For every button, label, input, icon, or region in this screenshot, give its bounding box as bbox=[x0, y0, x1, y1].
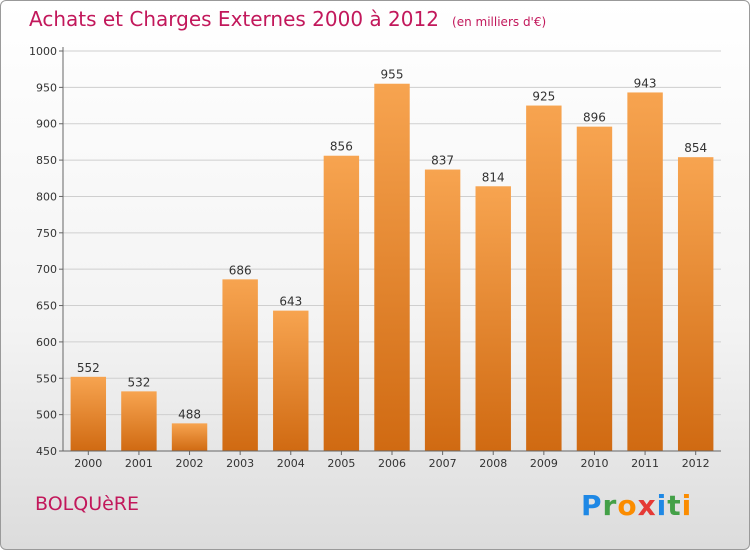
x-tick-label: 2005 bbox=[327, 457, 355, 470]
data-label: 896 bbox=[583, 111, 606, 125]
x-tick-label: 2007 bbox=[429, 457, 457, 470]
logo-letter: t bbox=[667, 489, 682, 522]
x-tick-label: 2008 bbox=[479, 457, 507, 470]
bar bbox=[171, 423, 208, 451]
y-tick-label: 1000 bbox=[29, 45, 57, 58]
logo-letter: i bbox=[656, 489, 668, 522]
logo-letter: i bbox=[681, 489, 693, 522]
axes bbox=[59, 47, 721, 455]
logo-letter: r bbox=[602, 489, 618, 522]
bar bbox=[273, 310, 309, 451]
bar bbox=[627, 92, 663, 452]
logo-letter: P bbox=[581, 489, 603, 522]
x-tick-label: 2004 bbox=[277, 457, 305, 470]
x-tick-label: 2011 bbox=[631, 457, 659, 470]
y-tick-label: 650 bbox=[36, 300, 57, 313]
labels: 450 500 550 600 650 700 750 800 850 900 950 1000 552… bbox=[29, 45, 710, 470]
y-tick-label: 600 bbox=[36, 336, 57, 349]
bar bbox=[374, 83, 410, 452]
data-label: 854 bbox=[684, 141, 707, 155]
data-label: 643 bbox=[279, 295, 302, 309]
bar-series bbox=[70, 83, 714, 452]
bar bbox=[121, 391, 157, 451]
data-label: 943 bbox=[634, 76, 657, 90]
data-label: 925 bbox=[532, 90, 555, 104]
chart-subtitle: (en milliers d'€) bbox=[452, 15, 547, 29]
y-tick-label: 450 bbox=[36, 445, 57, 458]
data-label: 532 bbox=[127, 375, 150, 389]
chart-title: Achats et Charges Externes 2000 à 2012 bbox=[29, 7, 439, 31]
data-label: 686 bbox=[229, 263, 252, 277]
y-tick-label: 900 bbox=[36, 118, 57, 131]
x-tick-label: 2001 bbox=[125, 457, 153, 470]
y-tick-label: 850 bbox=[36, 154, 57, 167]
bar bbox=[677, 157, 714, 451]
data-label: 552 bbox=[77, 361, 100, 375]
data-label: 814 bbox=[482, 170, 505, 184]
x-tick-label: 2009 bbox=[530, 457, 558, 470]
x-tick-label: 2012 bbox=[682, 457, 710, 470]
x-tick-label: 2002 bbox=[176, 457, 204, 470]
x-tick-label: 2000 bbox=[74, 457, 102, 470]
y-tick-label: 700 bbox=[36, 263, 57, 276]
data-label: 856 bbox=[330, 140, 353, 154]
y-tick-label: 550 bbox=[36, 372, 57, 385]
x-tick-label: 2006 bbox=[378, 457, 406, 470]
bar bbox=[222, 279, 258, 451]
y-tick-label: 800 bbox=[36, 190, 57, 203]
bar bbox=[576, 126, 613, 452]
data-label: 488 bbox=[178, 407, 201, 421]
data-label: 837 bbox=[431, 154, 454, 168]
bar bbox=[424, 169, 461, 451]
bar bbox=[323, 155, 360, 451]
x-tick-label: 2010 bbox=[580, 457, 608, 470]
y-tick-label: 950 bbox=[36, 81, 57, 94]
logo-letter: o bbox=[617, 489, 638, 522]
y-tick-label: 500 bbox=[36, 409, 57, 422]
x-tick-label: 2003 bbox=[226, 457, 254, 470]
data-label: 955 bbox=[381, 68, 404, 82]
y-tick-label: 750 bbox=[36, 227, 57, 240]
logo-letter: x bbox=[637, 489, 657, 522]
bar bbox=[475, 186, 511, 452]
proxiti-logo: Proxiti bbox=[581, 489, 692, 522]
bar bbox=[70, 376, 107, 451]
commune-name: BOLQUèRE bbox=[35, 493, 139, 515]
bar bbox=[526, 105, 562, 451]
chart-title-block: Achats et Charges Externes 2000 à 2012 (… bbox=[29, 7, 546, 31]
